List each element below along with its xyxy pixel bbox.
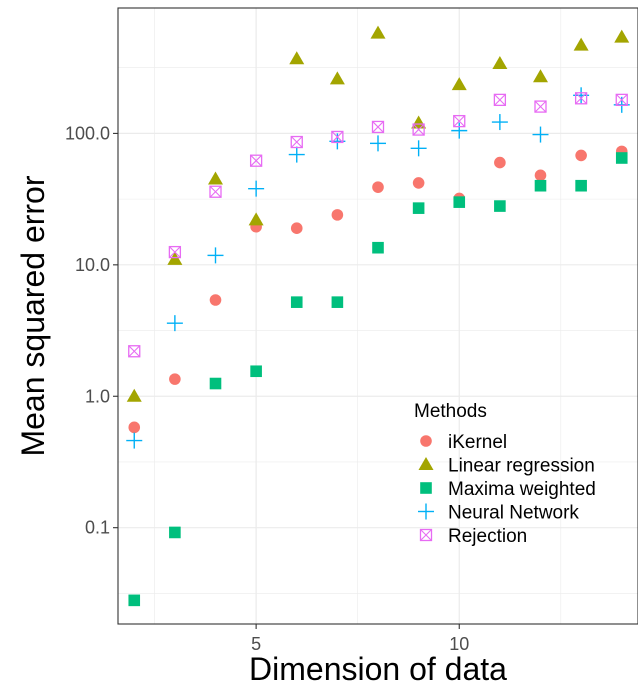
legend-key-neural-network: [418, 503, 434, 520]
data-points: [126, 25, 630, 607]
point-ikernel: [290, 222, 303, 235]
point-rejection: [453, 114, 466, 128]
point-linear-regression: [451, 77, 467, 91]
plot-panel: [118, 8, 638, 624]
point-maxima-weighted: [128, 594, 141, 607]
point-maxima-weighted: [575, 179, 587, 192]
point-neural-network: [370, 135, 386, 152]
point-neural-network: [410, 140, 427, 157]
legend-label-linear-regression: Linear regression: [448, 456, 595, 477]
y-tick-label: 1.0: [85, 386, 110, 406]
point-maxima-weighted: [250, 365, 262, 378]
point-rejection: [249, 154, 263, 167]
point-linear-regression: [289, 51, 305, 65]
point-neural-network: [491, 114, 508, 131]
point-maxima-weighted: [453, 196, 466, 208]
legend-key-rejection: [419, 528, 433, 542]
legend-label-rejection: Rejection: [448, 526, 527, 547]
point-ikernel: [494, 156, 506, 169]
point-linear-regression: [533, 69, 548, 83]
legend-title: Methods: [414, 401, 487, 422]
point-linear-regression: [573, 37, 589, 51]
y-tick-label: 10.0: [75, 255, 110, 275]
point-maxima-weighted: [209, 377, 222, 390]
point-ikernel: [128, 421, 141, 434]
point-ikernel: [575, 149, 587, 162]
legend-key-linear-regression: [418, 457, 434, 470]
point-linear-regression: [126, 388, 142, 402]
point-rejection: [168, 245, 182, 259]
point-rejection: [290, 135, 303, 149]
point-rejection: [371, 120, 385, 134]
point-rejection: [574, 92, 588, 105]
legend-label-neural-network: Neural Network: [448, 503, 579, 524]
point-rejection: [412, 123, 425, 136]
point-linear-regression: [370, 25, 386, 39]
point-neural-network: [248, 180, 265, 197]
legend-key-maxima-weighted: [420, 482, 432, 494]
point-maxima-weighted: [169, 526, 181, 539]
point-neural-network: [126, 432, 143, 449]
point-rejection: [128, 345, 141, 358]
legend-label-ikernel: iKernel: [448, 432, 507, 453]
point-rejection: [493, 93, 507, 107]
point-maxima-weighted: [372, 241, 384, 254]
point-neural-network: [451, 122, 468, 139]
y-tick-label: 100.0: [65, 123, 110, 143]
point-maxima-weighted: [290, 296, 303, 308]
legend-key-ikernel: [420, 435, 432, 447]
point-maxima-weighted: [412, 202, 425, 214]
point-ikernel: [331, 209, 344, 221]
point-rejection: [534, 100, 547, 113]
point-ikernel: [169, 373, 181, 385]
point-linear-regression: [167, 251, 183, 265]
plot-border: [117, 7, 638, 625]
minor-gridlines: [118, 8, 638, 624]
point-maxima-weighted: [494, 200, 506, 212]
point-ikernel: [534, 169, 547, 182]
point-maxima-weighted: [534, 179, 547, 192]
point-linear-regression: [329, 71, 345, 85]
point-ikernel: [372, 181, 384, 193]
point-maxima-weighted: [331, 296, 344, 308]
point-rejection: [615, 93, 628, 107]
x-axis: 5 10: [251, 624, 469, 654]
point-rejection: [331, 130, 344, 144]
y-axis-title: Mean squared error: [15, 175, 51, 456]
point-linear-regression: [492, 56, 508, 70]
point-neural-network: [532, 126, 549, 143]
point-ikernel: [412, 177, 425, 189]
point-neural-network: [207, 247, 224, 264]
y-tick-label: 0.1: [85, 518, 110, 538]
point-maxima-weighted: [615, 152, 628, 164]
x-tick-label: 5: [251, 634, 261, 654]
point-rejection: [209, 185, 222, 198]
major-gridlines: [118, 8, 638, 624]
point-linear-regression: [248, 212, 264, 226]
y-axis: 0.1 1.0 10.0 100.0: [65, 123, 118, 538]
point-neural-network: [166, 315, 183, 332]
legend-label-maxima-weighted: Maxima weighted: [448, 479, 596, 500]
point-neural-network: [288, 146, 305, 163]
point-linear-regression: [208, 171, 223, 185]
x-tick-label: 10: [449, 634, 469, 654]
point-linear-regression: [614, 29, 630, 43]
x-axis-title: Dimension of data: [249, 651, 507, 687]
point-ikernel: [209, 294, 222, 306]
